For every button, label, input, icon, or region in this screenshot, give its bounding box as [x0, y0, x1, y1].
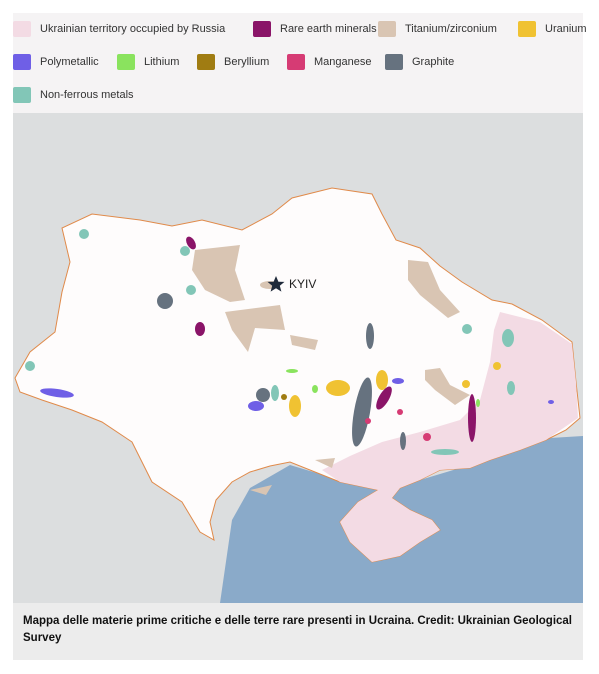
deposit	[507, 381, 515, 395]
legend-swatch	[13, 54, 31, 70]
deposit	[397, 409, 403, 415]
deposit	[425, 368, 470, 405]
deposit	[366, 323, 374, 349]
legend-label: Lithium	[144, 56, 180, 68]
legend-swatch	[287, 54, 305, 70]
deposit	[365, 418, 371, 424]
deposit	[462, 380, 470, 388]
legend-item: Beryllium	[197, 52, 269, 72]
city-label: KYIV	[289, 277, 316, 291]
legend-label: Manganese	[314, 56, 372, 68]
deposit	[290, 335, 318, 350]
deposit	[548, 400, 554, 404]
legend-swatch	[253, 21, 271, 37]
legend-swatch	[13, 87, 31, 103]
occupied-area	[322, 312, 578, 562]
deposit	[195, 322, 205, 336]
deposit	[286, 369, 298, 373]
legend-item: Polymetallic	[13, 52, 99, 72]
legend-swatch	[385, 54, 403, 70]
deposit	[392, 378, 404, 384]
deposit	[326, 380, 350, 396]
deposit	[250, 458, 335, 495]
legend: Ukrainian territory occupied by Russia Ra…	[13, 13, 587, 113]
deposit	[493, 362, 501, 370]
deposit	[79, 229, 89, 239]
deposit	[468, 394, 476, 442]
deposit	[248, 401, 264, 411]
deposit	[256, 388, 270, 402]
legend-item: Manganese	[287, 52, 372, 72]
deposit	[462, 324, 472, 334]
map: KYIV	[13, 113, 583, 603]
legend-item: Ukrainian territory occupied by Russia	[13, 19, 225, 39]
deposit	[312, 385, 318, 393]
figure: Ukrainian territory occupied by Russia Ra…	[13, 13, 587, 660]
deposit	[376, 386, 392, 410]
caption: Mappa delle materie prime critiche e del…	[13, 603, 583, 660]
legend-swatch	[117, 54, 135, 70]
legend-item: Uranium	[518, 19, 587, 39]
legend-label: Graphite	[412, 56, 455, 68]
deposits	[25, 229, 554, 495]
legend-label: Non-ferrous metals	[40, 89, 134, 101]
legend-item: Titanium/zirconium	[378, 19, 497, 39]
legend-label: Polymetallic	[40, 56, 99, 68]
deposit	[25, 361, 35, 371]
deposit	[289, 395, 301, 417]
legend-swatch	[13, 21, 31, 37]
legend-item: Rare earth minerals	[253, 19, 377, 39]
deposit	[408, 260, 460, 318]
deposit	[431, 449, 459, 455]
legend-label: Titanium/zirconium	[405, 23, 497, 35]
deposit	[192, 245, 245, 302]
deposit	[476, 399, 480, 407]
deposit	[376, 370, 388, 390]
deposit	[157, 293, 173, 309]
deposit	[225, 305, 285, 352]
deposit	[400, 432, 406, 450]
legend-swatch	[378, 21, 396, 37]
legend-label: Ukrainian territory occupied by Russia	[40, 23, 226, 35]
deposit	[352, 377, 372, 447]
deposit	[281, 394, 287, 400]
legend-label: Rare earth minerals	[280, 23, 377, 35]
deposit	[40, 388, 74, 398]
deposit	[502, 329, 514, 347]
deposit	[186, 236, 196, 250]
legend-label: Uranium	[545, 23, 587, 35]
legend-swatch	[518, 21, 536, 37]
legend-label: Beryllium	[224, 56, 270, 68]
deposit	[423, 433, 431, 441]
deposit	[186, 285, 196, 295]
legend-item: Non-ferrous metals	[13, 85, 134, 105]
legend-swatch	[197, 54, 215, 70]
legend-item: Graphite	[385, 52, 454, 72]
deposit	[271, 385, 279, 401]
deposit	[180, 246, 190, 256]
legend-item: Lithium	[117, 52, 179, 72]
capital-star	[267, 276, 285, 292]
